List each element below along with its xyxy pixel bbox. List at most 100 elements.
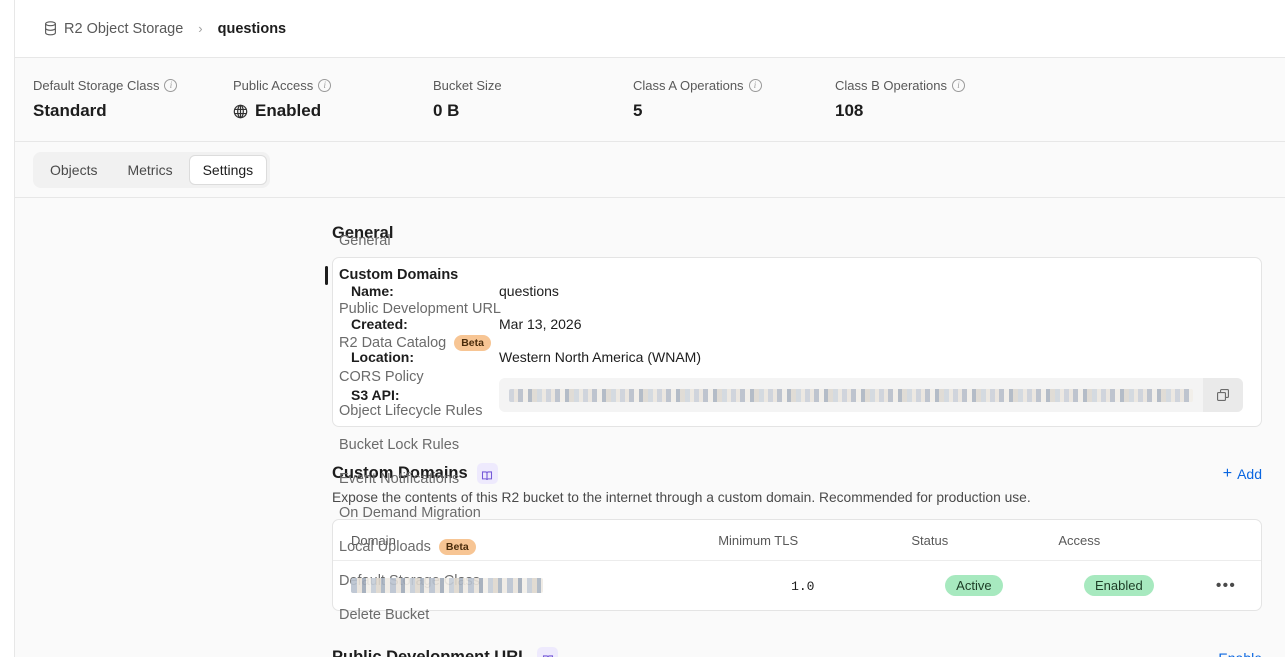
custom-domains-title-row: Custom Domains — [332, 463, 498, 484]
settings-side-nav: General Custom Domains Public Developmen… — [15, 224, 501, 657]
general-row-name: Name: questions — [351, 274, 1243, 307]
stat-label: Public Access i — [233, 78, 433, 93]
tab-group: Objects Metrics Settings — [33, 151, 271, 188]
stat-value-text: Standard — [33, 101, 107, 120]
sidebar-item-local-uploads[interactable]: Local Uploads Beta — [325, 530, 476, 564]
cell-actions: ••• — [1191, 561, 1261, 611]
column-header-actions — [1191, 520, 1261, 561]
stat-label-text: Default Storage Class — [33, 78, 160, 93]
sidebar-item-event-notifications[interactable]: Event Notifications — [325, 462, 459, 496]
sidebar-item-label: R2 Data Catalog — [339, 335, 447, 351]
stat-label-text: Class A Operations — [633, 78, 744, 93]
field-value: Western North America (WNAM) — [499, 348, 701, 365]
stat-label: Class B Operations i — [835, 78, 1037, 93]
book-icon — [481, 468, 493, 480]
database-icon — [44, 21, 57, 36]
custom-domains-description: Expose the contents of this R2 bucket to… — [332, 490, 1031, 505]
copy-s3-api-button[interactable] — [1203, 378, 1243, 412]
breadcrumb: R2 Object Storage › questions — [44, 21, 286, 37]
info-icon[interactable]: i — [318, 79, 332, 92]
cell-access: Enabled — [1046, 561, 1191, 611]
bucket-stats-band: Default Storage Class i Standard Public … — [14, 57, 1285, 142]
general-row-created: Created: Mar 13, 2026 — [351, 307, 1243, 340]
tab-objects[interactable]: Objects — [50, 161, 98, 178]
public-development-url-header: Public Development URL Enable — [332, 647, 1262, 657]
column-header-access: Access — [1046, 520, 1192, 561]
sidebar-item-bucket-lock-rules[interactable]: Bucket Lock Rules — [325, 428, 459, 462]
stat-label: Class A Operations i — [633, 78, 835, 93]
stat-value: 108 — [835, 101, 1037, 121]
stat-value: 0 B — [433, 101, 633, 121]
sidebar-item-object-lifecycle-rules[interactable]: Object Lifecycle Rules — [325, 394, 482, 428]
general-row-s3-api: S3 API: — [351, 378, 1243, 412]
field-label: Name: — [351, 282, 394, 299]
public-development-url-title-row: Public Development URL — [332, 647, 559, 657]
tab-metrics[interactable]: Metrics — [127, 161, 173, 178]
stat-public-access: Public Access i Enabled — [233, 78, 433, 121]
settings-content: General Custom Domains Public Developmen… — [14, 198, 1285, 657]
access-badge: Enabled — [1084, 575, 1154, 596]
cell-minimum-tls: 1.0 — [704, 561, 901, 611]
sidebar-item-cors-policy[interactable]: CORS Policy — [325, 360, 424, 394]
field-value: Mar 13, 2026 — [499, 315, 582, 332]
breadcrumb-bar: R2 Object Storage › questions — [14, 0, 1285, 57]
sidebar-item-custom-domains[interactable]: Custom Domains — [325, 258, 458, 292]
cell-domain — [333, 561, 704, 611]
sidebar-item-label: Local Uploads — [339, 539, 431, 555]
settings-panel: General Name: questions Created: Mar 13,… — [325, 224, 1285, 657]
custom-domains-header: Custom Domains + Add — [332, 463, 1262, 484]
table-row: 1.0 Active Enabled ••• — [333, 561, 1261, 611]
stat-value-text: 5 — [633, 101, 643, 120]
custom-domains-docs-button[interactable] — [476, 463, 498, 484]
column-header-domain: Domain — [333, 520, 705, 561]
copy-icon — [1216, 388, 1230, 402]
sidebar-item-general[interactable]: General — [325, 224, 391, 258]
breadcrumb-separator: › — [198, 21, 203, 36]
add-label: Add — [1237, 465, 1262, 482]
sidebar-item-label: CORS Policy — [339, 369, 424, 385]
custom-domains-table: Domain Minimum TLS Status Access 1.0 — [333, 520, 1261, 610]
stat-value: Standard — [33, 101, 233, 121]
custom-domains-title: Custom Domains — [332, 464, 468, 482]
add-custom-domain-button[interactable]: + Add — [1223, 465, 1262, 482]
info-icon[interactable]: i — [748, 79, 762, 92]
stat-default-storage-class: Default Storage Class i Standard — [33, 78, 233, 121]
enable-public-development-url-button[interactable]: Enable — [1218, 650, 1262, 657]
public-development-url-docs-button[interactable] — [537, 647, 559, 657]
status-badge: Active — [945, 575, 1003, 596]
breadcrumb-link-r2[interactable]: R2 Object Storage — [64, 20, 184, 37]
sidebar-item-default-storage-class[interactable]: Default Storage Class — [325, 564, 480, 598]
sidebar-item-label: Event Notifications — [339, 471, 460, 487]
info-icon[interactable]: i — [164, 79, 178, 92]
sidebar-item-public-development-url[interactable]: Public Development URL — [325, 292, 501, 326]
minimum-tls-value: 1.0 — [791, 578, 815, 594]
field-value: questions — [499, 282, 559, 299]
general-section-title: General — [332, 224, 394, 242]
cell-status: Active — [901, 561, 1046, 611]
stat-class-b-operations: Class B Operations i 108 — [835, 78, 1037, 121]
stat-value-text: 0 B — [433, 101, 460, 120]
sidebar-item-on-demand-migration[interactable]: On Demand Migration — [325, 496, 481, 530]
sidebar-item-delete-bucket[interactable]: Delete Bucket — [325, 598, 429, 632]
sidebar-item-label: General — [339, 233, 391, 249]
s3-api-field[interactable] — [499, 378, 1243, 412]
tab-settings[interactable]: Settings — [188, 154, 268, 185]
stat-value-text: 108 — [835, 101, 864, 120]
row-overflow-menu-button[interactable]: ••• — [1216, 577, 1237, 594]
stat-label: Bucket Size — [433, 78, 633, 93]
sidebar-item-r2-data-catalog[interactable]: R2 Data Catalog Beta — [325, 326, 491, 360]
stat-label-text: Bucket Size — [433, 78, 502, 93]
info-icon[interactable]: i — [952, 79, 965, 92]
sidebar-item-label: Custom Domains — [339, 267, 459, 283]
beta-badge: Beta — [454, 335, 491, 351]
stat-value: Enabled — [233, 101, 433, 121]
breadcrumb-current-bucket: questions — [217, 20, 287, 37]
stat-bucket-size: Bucket Size 0 B — [433, 78, 633, 121]
table-head: Domain Minimum TLS Status Access — [333, 520, 1261, 561]
tab-band: Objects Metrics Settings — [14, 142, 1285, 198]
sidebar-item-label: On Demand Migration — [339, 505, 481, 521]
sidebar-item-label: Delete Bucket — [339, 607, 430, 623]
sidebar-item-label: Bucket Lock Rules — [339, 437, 460, 453]
s3-api-value-redacted — [509, 388, 1193, 402]
stat-label-text: Public Access — [233, 78, 314, 93]
